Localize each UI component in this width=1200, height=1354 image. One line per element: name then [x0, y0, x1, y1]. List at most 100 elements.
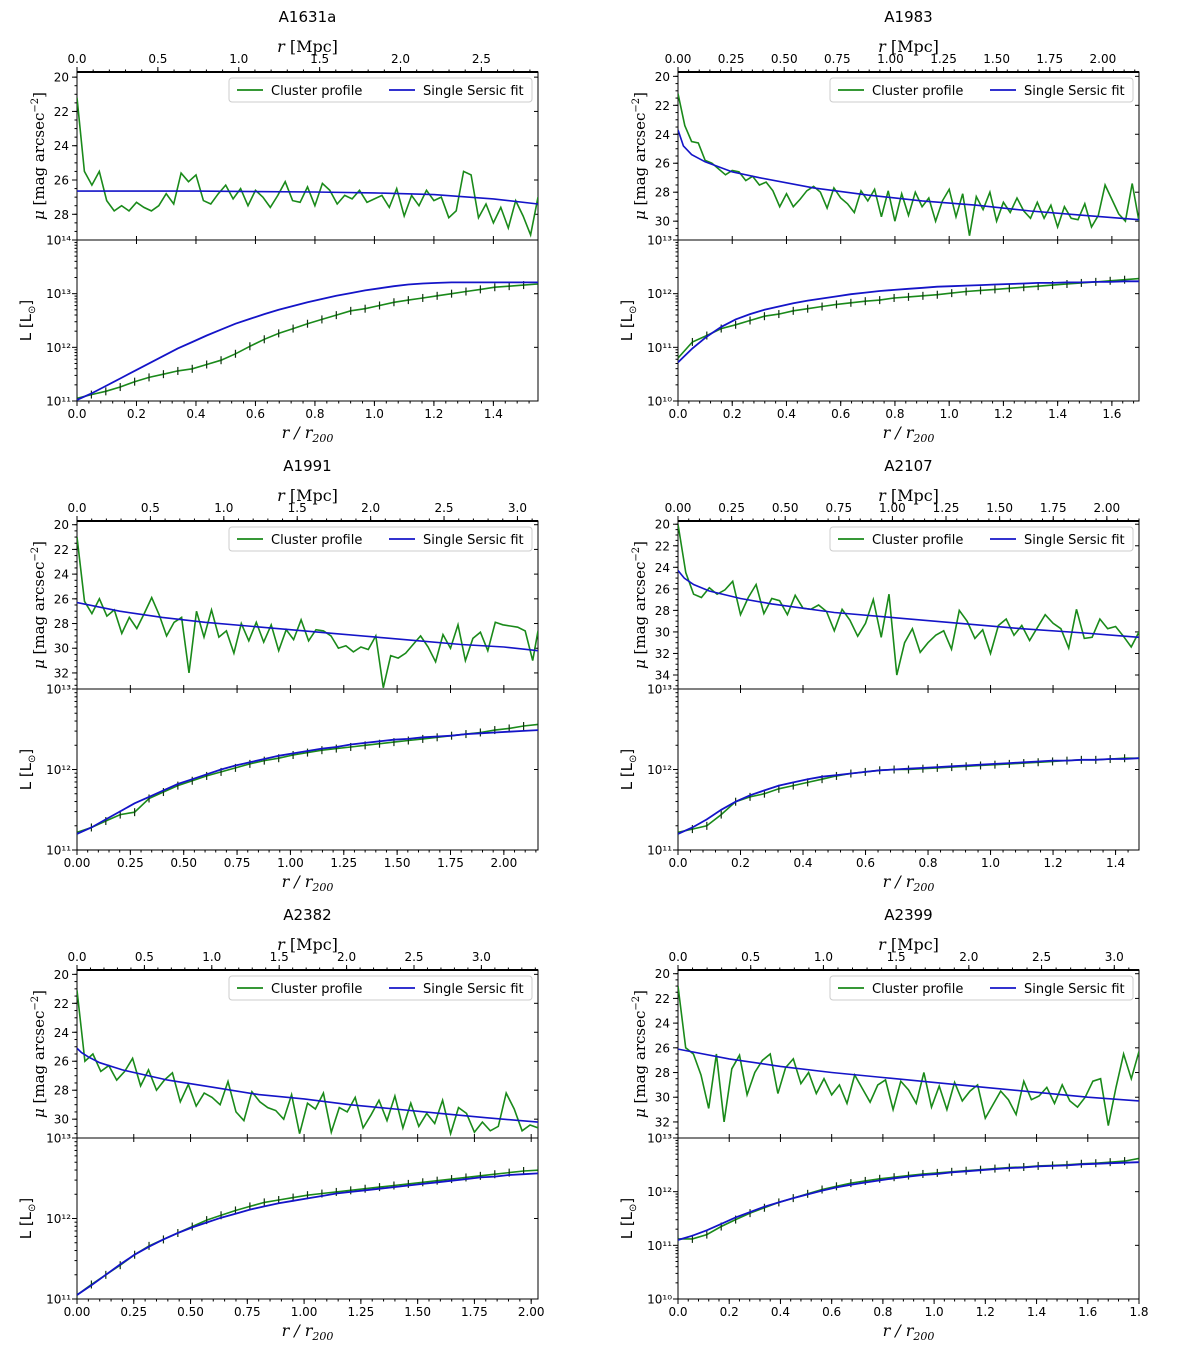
legend-box	[829, 975, 1134, 1001]
top-tick-label: 0.25	[718, 52, 745, 66]
L-tick-label: 10¹²	[46, 763, 71, 777]
top-tick-label: 0.75	[825, 501, 852, 515]
bottom-tick-label: 0.0	[668, 856, 687, 870]
sersic-luminosity-line	[678, 280, 1139, 364]
top-tick-label: 2.5	[404, 950, 423, 964]
legend-cluster-label: Cluster profile	[872, 84, 963, 99]
bottom-tick-label: 0.6	[822, 1305, 841, 1319]
L-ylabel: L [L⊙]	[618, 1198, 639, 1240]
mu-tick-label: 28	[54, 617, 69, 631]
cluster-luminosity-line	[77, 1169, 538, 1296]
legend-cluster-label: Cluster profile	[271, 84, 362, 99]
bottom-tick-label: 1.25	[348, 1305, 375, 1319]
bottom-tick-label: 1.4	[1027, 1305, 1046, 1319]
L-ylabel: L [L⊙]	[17, 1198, 38, 1240]
mu-tick-label: 26	[655, 157, 670, 171]
legend-cluster-label: Cluster profile	[271, 982, 362, 997]
top-tick-label: 2.5	[1032, 950, 1051, 964]
mu-tick-label: 26	[54, 174, 69, 188]
top-axis-label: r [Mpc]	[878, 486, 939, 505]
sersic-fit-line	[77, 601, 538, 652]
L-tick-label: 10¹⁰	[647, 1293, 672, 1307]
legend-cluster-label: Cluster profile	[872, 533, 963, 548]
legend-cluster-label: Cluster profile	[872, 982, 963, 997]
mu-ylabel: μ [mag arcsec−2]	[631, 541, 649, 669]
bottom-tick-label: 0.2	[723, 407, 742, 421]
bottom-tick-label: 1.50	[404, 1305, 431, 1319]
mu-tick-label: 24	[54, 139, 69, 153]
legend: Cluster profile Single Sersic fit	[228, 77, 533, 103]
sersic-luminosity-line	[77, 729, 538, 835]
legend-sersic-label: Single Sersic fit	[1024, 84, 1125, 99]
cluster-luminosity-line	[678, 277, 1139, 359]
bottom-axis-label: r / r200	[282, 1321, 334, 1343]
bottom-tick-label: 1.4	[484, 407, 503, 421]
top-tick-label: 1.75	[1040, 501, 1067, 515]
top-tick-label: 0.50	[771, 52, 798, 66]
sersic-fit-line	[77, 1047, 538, 1123]
mu-tick-label: 22	[54, 543, 69, 557]
bottom-tick-label: 0.8	[305, 407, 324, 421]
bottom-tick-label: 1.50	[384, 856, 411, 870]
mu-tick-label: 28	[54, 1084, 69, 1098]
top-tick-label: 1.50	[983, 52, 1010, 66]
sersic-fit-line	[678, 569, 1139, 639]
top-tick-label: 0.5	[148, 52, 167, 66]
mu-tick-label: 32	[655, 647, 670, 661]
L-panel-frame	[76, 1137, 539, 1300]
subplot-a1631a: A1631a r [Mpc] r / r200 μ [mag arcsec−2] L […	[17, 8, 539, 445]
bottom-tick-label: 0.6	[856, 856, 875, 870]
L-ylabel: L [L⊙]	[17, 749, 38, 791]
bottom-tick-label: 0.50	[170, 856, 197, 870]
legend-box	[829, 526, 1134, 552]
top-tick-label: 0.5	[141, 501, 160, 515]
mu-tick-label: 30	[54, 1113, 69, 1127]
mu-tick-label: 30	[655, 215, 670, 229]
L-panel-frame	[76, 688, 539, 851]
bottom-tick-label: 1.6	[1078, 1305, 1097, 1319]
L-tick-label: 10¹¹	[647, 341, 672, 355]
top-tick-label: 1.0	[814, 950, 833, 964]
bottom-tick-label: 1.0	[365, 407, 384, 421]
mu-tick-label: 22	[655, 99, 670, 113]
mu-tick-label: 20	[655, 518, 670, 532]
mu-tick-label: 20	[54, 968, 69, 982]
top-tick-label: 0.0	[67, 52, 86, 66]
bottom-tick-label: 1.0	[940, 407, 959, 421]
legend-box	[228, 77, 533, 103]
cluster-profile-line	[77, 537, 538, 688]
L-tick-label: 10¹¹	[647, 1239, 672, 1253]
mu-ylabel: μ [mag arcsec−2]	[30, 990, 48, 1118]
bottom-tick-label: 1.6	[1102, 407, 1121, 421]
top-tick-label: 1.00	[877, 52, 904, 66]
mu-tick-label: 32	[54, 666, 69, 680]
mu-tick-label: 20	[54, 518, 69, 532]
mu-ylabel: μ [mag arcsec−2]	[30, 541, 48, 669]
L-tick-label: 10¹⁰	[647, 395, 672, 409]
L-panel-frame	[677, 1137, 1140, 1300]
top-tick-label: 1.75	[1036, 52, 1063, 66]
bottom-axis-label: r / r200	[883, 423, 935, 445]
bottom-tick-label: 1.4	[1106, 856, 1125, 870]
bottom-tick-label: 0.8	[885, 407, 904, 421]
legend-box	[829, 77, 1134, 103]
top-tick-label: 2.00	[1093, 501, 1120, 515]
mu-tick-label: 32	[655, 1115, 670, 1129]
bottom-axis-label: r / r200	[282, 423, 334, 445]
cluster-profile-line	[678, 986, 1139, 1126]
legend: Cluster profile Single Sersic fit	[829, 975, 1134, 1001]
L-tick-label: 10¹²	[647, 287, 672, 301]
sersic-fit-line	[678, 129, 1139, 221]
bottom-tick-label: 1.8	[1129, 1305, 1148, 1319]
sersic-luminosity-line	[678, 1161, 1139, 1241]
subplot-title: A1991	[283, 457, 331, 475]
mu-tick-label: 24	[54, 568, 69, 582]
L-tick-label: 10¹³	[46, 1132, 71, 1146]
top-tick-label: 1.5	[270, 950, 289, 964]
mu-tick-label: 26	[54, 1055, 69, 1069]
legend-sersic-label: Single Sersic fit	[1024, 533, 1125, 548]
top-tick-label: 3.0	[1105, 950, 1124, 964]
top-tick-label: 3.0	[508, 501, 527, 515]
top-tick-label: 0.0	[67, 950, 86, 964]
bottom-tick-label: 1.2	[424, 407, 443, 421]
